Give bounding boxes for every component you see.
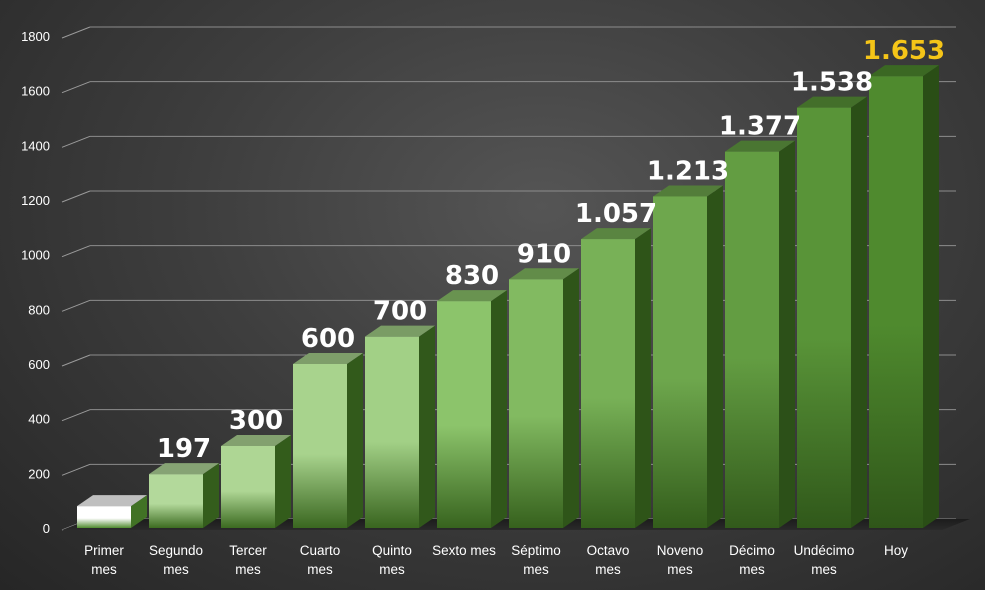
- data-label: 600: [301, 324, 355, 354]
- y-tick-label: 1600: [21, 84, 50, 99]
- gridline-slant: [61, 81, 91, 94]
- data-label: 1.538: [791, 68, 873, 98]
- bar: [869, 65, 939, 529]
- bar-side: [635, 228, 651, 528]
- bar-side: [131, 495, 147, 528]
- y-tick-label: 0: [43, 521, 50, 536]
- bar-front: [725, 151, 779, 528]
- bar-side: [491, 290, 507, 528]
- y-axis: 0 200 400 600 800 1000 1200 1400 1600 1800: [21, 29, 50, 536]
- bar: [221, 435, 291, 528]
- bar-top: [221, 435, 291, 446]
- bar-front: [509, 279, 563, 528]
- data-label: 1.213: [647, 156, 729, 186]
- gridline-slant: [61, 354, 91, 367]
- gridline-slant: [61, 26, 91, 39]
- bar-side: [563, 268, 579, 528]
- gridline-slant: [61, 463, 91, 476]
- bar-side: [347, 353, 363, 528]
- bar: [77, 495, 147, 528]
- bar: [797, 96, 867, 528]
- y-tick-label: 800: [28, 302, 50, 317]
- gridline-slant: [61, 190, 91, 203]
- bar-top: [293, 353, 363, 364]
- bar: [437, 290, 507, 528]
- bar: [149, 463, 219, 528]
- y-tick-label: 1800: [21, 29, 50, 44]
- y-tick-label: 200: [28, 466, 50, 481]
- bar-top: [869, 65, 939, 77]
- bar: [293, 353, 363, 528]
- x-tick-label: Primer mes: [84, 543, 124, 577]
- bar-front: [653, 196, 707, 529]
- bar-side: [779, 140, 795, 528]
- x-tick-label: Hoy: [884, 543, 908, 558]
- x-tick-label: Cuarto mes: [300, 543, 341, 577]
- bar: [653, 185, 723, 529]
- bar-side: [275, 435, 291, 528]
- bar-front: [797, 107, 851, 528]
- bar-top: [725, 140, 795, 152]
- x-tick-label: Quinto mes: [372, 543, 412, 577]
- bar-side: [203, 463, 219, 528]
- x-tick-label: Décimo mes: [729, 543, 775, 577]
- data-label: 1.653: [863, 36, 945, 66]
- x-tick-label: Tercer mes: [229, 543, 267, 577]
- bar-side: [923, 65, 939, 529]
- data-label: 197: [157, 434, 211, 464]
- x-tick-label: Octavo mes: [587, 543, 630, 577]
- x-tick-label: Segundo mes: [149, 543, 203, 577]
- bar-top: [77, 495, 147, 507]
- data-label: 1.057: [575, 199, 657, 229]
- bar-front: [365, 336, 419, 528]
- bar-side: [851, 96, 867, 528]
- data-label: 910: [517, 239, 571, 269]
- bar: [581, 228, 651, 528]
- bar: [509, 268, 579, 528]
- bar-top: [365, 325, 435, 337]
- bar-front: [869, 76, 923, 529]
- data-label: 300: [229, 406, 283, 436]
- x-tick-label: Noveno mes: [657, 543, 704, 577]
- bar-top: [653, 185, 723, 197]
- y-tick-label: 1200: [21, 193, 50, 208]
- bar-front: [149, 474, 203, 528]
- bar-top: [437, 290, 507, 302]
- y-tick-label: 1400: [21, 138, 50, 153]
- y-tick-label: 1000: [21, 248, 50, 263]
- gridline-slant: [61, 409, 91, 422]
- x-tick-label: Undécimo mes: [794, 543, 855, 577]
- bar-side: [419, 325, 435, 528]
- gridline-slant: [61, 135, 91, 148]
- gridline-slant: [61, 245, 91, 258]
- bar: [725, 140, 795, 528]
- data-label: 700: [373, 297, 427, 327]
- bar-top: [581, 228, 651, 240]
- data-label: 830: [445, 261, 499, 291]
- bar-front: [221, 446, 275, 528]
- x-tick-label: Séptimo mes: [511, 543, 561, 577]
- bars: [77, 65, 939, 529]
- y-tick-label: 600: [28, 357, 50, 372]
- y-tick-label: 400: [28, 412, 50, 427]
- bar-top: [149, 463, 219, 475]
- bar-front: [581, 239, 635, 528]
- x-axis: Primer mes Segundo mes Tercer mes Cuarto mes Qui…: [84, 543, 908, 577]
- data-label: 1.377: [719, 112, 801, 142]
- bar-front: [77, 506, 131, 528]
- bar-front: [293, 364, 347, 528]
- bar-side: [707, 185, 723, 529]
- x-tick-label: Sexto mes: [432, 543, 496, 558]
- bar-front: [437, 301, 491, 528]
- bar-top: [509, 268, 579, 280]
- bar: [365, 325, 435, 528]
- gridline-slant: [61, 299, 91, 312]
- bar-top: [797, 96, 867, 108]
